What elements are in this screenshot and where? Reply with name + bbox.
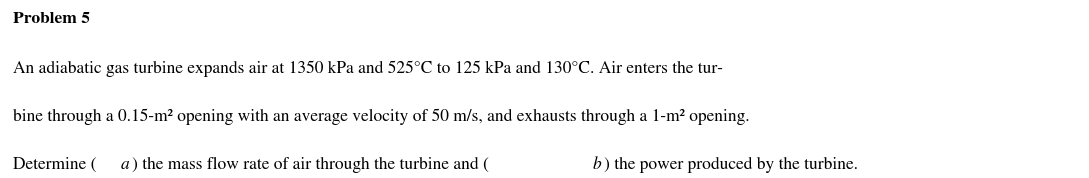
Text: bine through a 0.15-m² opening with an average velocity of 50 m/s, and exhausts : bine through a 0.15-m² opening with an a… [13, 109, 749, 125]
Text: An adiabatic gas turbine expands air at 1350 kPa and 525°C to 125 kPa and 130°C.: An adiabatic gas turbine expands air at … [13, 61, 723, 77]
Text: ) the mass flow rate of air through the turbine and (: ) the mass flow rate of air through the … [132, 157, 489, 173]
Text: ) the power produced by the turbine.: ) the power produced by the turbine. [604, 157, 858, 173]
Text: a: a [121, 157, 130, 173]
Text: b: b [592, 157, 601, 173]
Text: Problem 5: Problem 5 [13, 12, 90, 27]
Text: Determine (: Determine ( [13, 157, 97, 173]
